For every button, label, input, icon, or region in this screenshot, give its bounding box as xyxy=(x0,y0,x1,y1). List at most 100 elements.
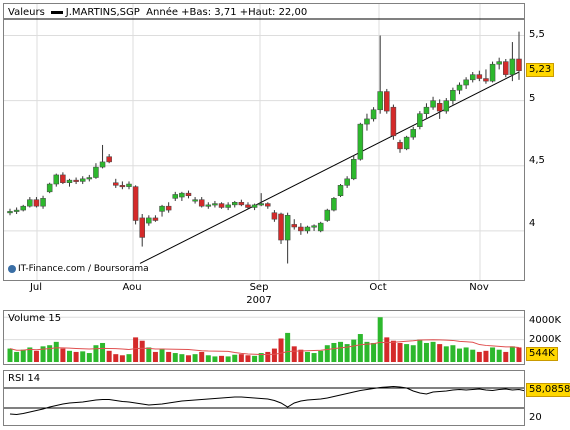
candle-body xyxy=(284,215,291,241)
globe-icon xyxy=(8,264,16,273)
candle-body xyxy=(46,183,53,193)
candle-body xyxy=(86,177,93,180)
volume-bar xyxy=(298,349,304,362)
volume-bar xyxy=(285,332,291,362)
candle-body xyxy=(99,161,106,168)
volume-bar xyxy=(516,347,522,362)
candle-body xyxy=(403,136,410,150)
volume-current-tag: 544K xyxy=(526,347,558,361)
volume-bar xyxy=(258,353,264,362)
volume-bar xyxy=(245,355,251,362)
price-tick-label: 4 xyxy=(529,218,536,229)
volume-bar xyxy=(40,346,46,362)
candle-body xyxy=(7,211,13,214)
volume-bar xyxy=(100,342,106,362)
candle-body xyxy=(245,204,251,208)
candle-body xyxy=(20,205,26,211)
candle-body xyxy=(132,186,139,221)
volume-bar xyxy=(159,348,165,362)
candle-body xyxy=(516,58,522,71)
volume-bar xyxy=(126,354,132,362)
candle-body xyxy=(430,100,436,108)
candle-body xyxy=(337,185,344,197)
volume-bar xyxy=(14,351,20,362)
month-label: Sep xyxy=(249,282,269,293)
volume-bar xyxy=(47,345,53,362)
candle-body xyxy=(317,222,324,232)
volume-bar xyxy=(271,348,277,362)
volume-bar xyxy=(60,348,66,362)
candle-body xyxy=(139,217,145,238)
candle-body xyxy=(496,61,502,65)
price-tick-label: 5,5 xyxy=(529,29,545,40)
price-current-tag: 5,23 xyxy=(526,63,555,77)
volume-bar xyxy=(410,345,416,362)
candle-body xyxy=(344,178,350,186)
candle-body xyxy=(165,205,172,211)
price-tick-label: 4,5 xyxy=(529,155,545,166)
candle-body xyxy=(436,103,443,112)
candle-body xyxy=(364,118,370,125)
volume-bar xyxy=(318,350,324,362)
legend-label: Valeurs xyxy=(8,7,45,18)
volume-bar xyxy=(179,354,185,362)
volume-bar xyxy=(463,347,469,362)
volume-bar xyxy=(7,348,13,362)
volume-bar xyxy=(437,344,443,362)
volume-bar xyxy=(133,337,139,362)
rsi-plot xyxy=(4,385,524,416)
candle-body xyxy=(357,123,364,160)
volume-bar xyxy=(304,351,310,362)
candle-body xyxy=(331,198,337,211)
volume-bar xyxy=(80,351,86,362)
candle-body xyxy=(370,109,377,120)
credit: IT-Finance.com / Boursorama xyxy=(8,264,149,274)
candle-body xyxy=(33,199,40,207)
candle-body xyxy=(469,74,476,81)
candle-body xyxy=(324,209,331,221)
candle-body xyxy=(119,185,126,188)
candle-body xyxy=(410,129,416,138)
volume-bar xyxy=(404,344,410,362)
volume-bar xyxy=(265,351,271,362)
candle-body xyxy=(146,217,152,224)
volume-bar xyxy=(113,354,119,362)
candle-body xyxy=(489,63,496,82)
volume-bar xyxy=(503,351,509,362)
candle-body xyxy=(463,79,469,86)
rsi-tick-label: 20 xyxy=(529,412,542,423)
legend-range: Année +Bas: 3,71 +Haut: 22,00 xyxy=(146,7,308,18)
volume-bar xyxy=(106,350,112,362)
volume-bar xyxy=(53,341,59,362)
candle-body xyxy=(423,106,430,114)
volume-bar xyxy=(377,317,383,362)
price-legend: Valeurs J.MARTINS,SGP Année +Bas: 3,71 +H… xyxy=(8,7,307,18)
volume-bar xyxy=(199,351,205,362)
volume-tick-label: 4000K xyxy=(529,315,562,326)
candle-body xyxy=(278,213,284,241)
candle-body xyxy=(476,74,483,79)
volume-bar xyxy=(119,355,125,362)
volume-bar xyxy=(66,350,72,362)
candle-body xyxy=(509,58,516,75)
candle-body xyxy=(390,106,397,137)
rsi-line xyxy=(9,385,524,416)
volume-bar xyxy=(86,353,92,362)
volume-bar xyxy=(212,356,218,362)
candle-body xyxy=(417,113,423,127)
candle-body xyxy=(384,91,390,112)
volume-bar xyxy=(364,341,370,362)
candle-body xyxy=(13,209,20,212)
candle-body xyxy=(456,84,463,91)
month-label: Aou xyxy=(122,282,142,293)
month-label: Oct xyxy=(369,282,387,293)
year-label: 2007 xyxy=(246,295,272,306)
candle-body xyxy=(27,199,33,207)
candle-body xyxy=(232,202,238,206)
candle-body xyxy=(172,194,179,199)
volume-bar xyxy=(238,354,244,362)
candle-body xyxy=(304,226,311,232)
volume-bar xyxy=(278,338,284,362)
volume-bar xyxy=(417,339,423,362)
volume-bar xyxy=(324,345,330,362)
